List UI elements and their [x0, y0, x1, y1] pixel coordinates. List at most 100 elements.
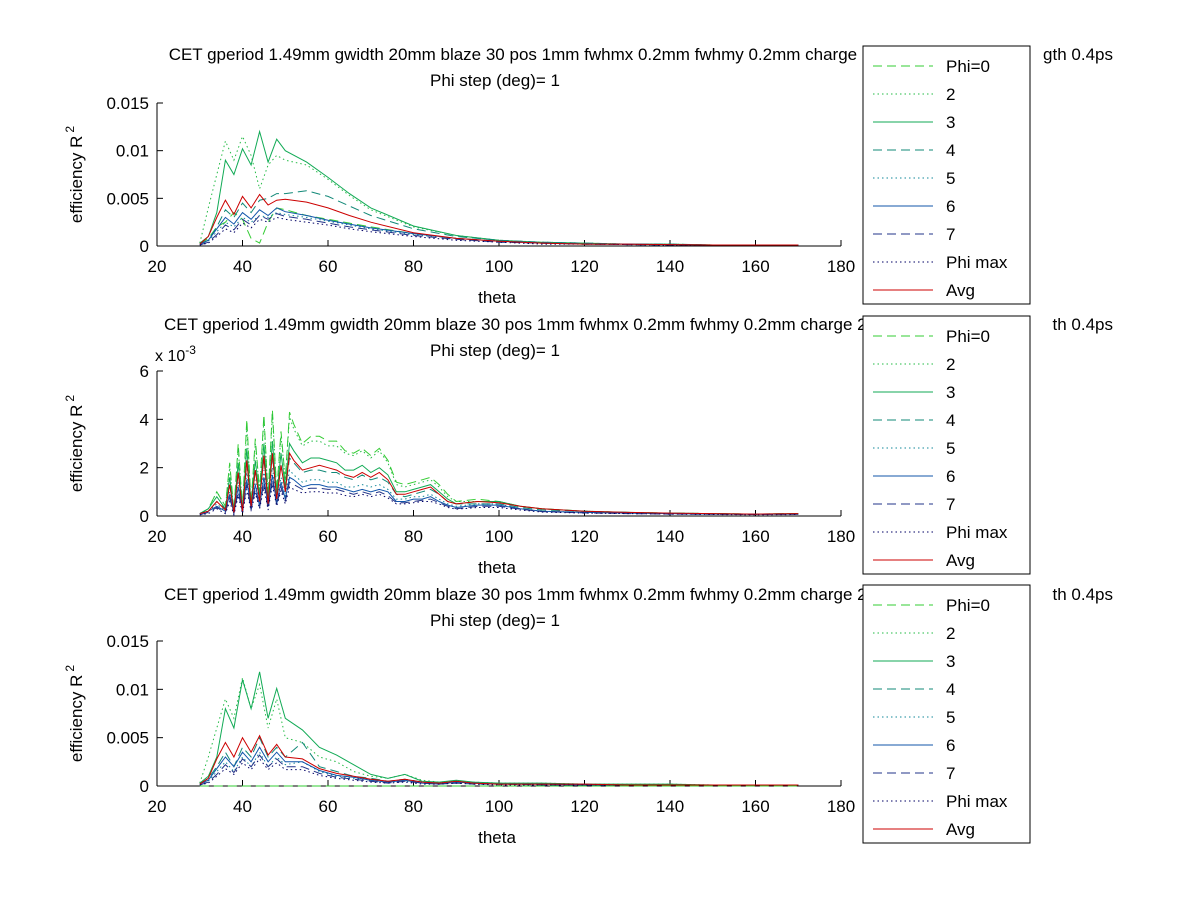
x-tick-label: 140 [656, 257, 684, 276]
series-line-9 [199, 734, 799, 786]
series-line-2 [199, 135, 799, 246]
y-tick-label: 0 [140, 777, 149, 796]
chart-title-tail: gth 0.4ps [1043, 45, 1113, 64]
y-tick-label: 4 [140, 410, 149, 429]
series-line-6 [199, 746, 799, 786]
series-line-8 [199, 758, 799, 786]
x-tick-label: 140 [656, 797, 684, 816]
legend-label: 5 [946, 708, 955, 727]
series-line-5 [199, 467, 799, 515]
x-tick-label: 160 [741, 527, 769, 546]
y-tick-label: 0 [140, 237, 149, 256]
legend-label: Phi=0 [946, 327, 990, 346]
x-tick-label: 160 [741, 257, 769, 276]
series-line-1 [199, 207, 799, 246]
series-line-2 [199, 677, 799, 786]
legend-label: 2 [946, 355, 955, 374]
x-tick-label: 100 [485, 257, 513, 276]
legend-label: 7 [946, 225, 955, 244]
x-tick-label: 120 [570, 797, 598, 816]
legend-label: 3 [946, 383, 955, 402]
series-line-3 [199, 441, 799, 515]
y-axis-label: efficiency R2 [63, 395, 86, 493]
x-axis-label: theta [478, 288, 516, 307]
legend-box [862, 45, 1031, 305]
chart-title-tail: th 0.4ps [1053, 585, 1114, 604]
x-tick-label: 40 [233, 527, 252, 546]
series-line-9 [199, 451, 799, 515]
legend: Phi=0 2 3 4 5 6 7 Phi max Avg [862, 315, 1031, 575]
series-line-1 [199, 409, 799, 515]
x-tick-label: 20 [148, 527, 167, 546]
x-tick-label: 60 [319, 257, 338, 276]
legend-label: Phi max [946, 253, 1008, 272]
plot-panel-1: CET gperiod 1.49mm gwidth 20mm blaze 30 … [63, 45, 1113, 307]
legend-label: 3 [946, 652, 955, 671]
series-line-7 [199, 479, 799, 516]
x-tick-label: 20 [148, 257, 167, 276]
legend-label: Phi=0 [946, 596, 990, 615]
x-tick-label: 20 [148, 797, 167, 816]
x-tick-label: 180 [827, 257, 855, 276]
legend-label: 5 [946, 169, 955, 188]
x-tick-label: 80 [404, 797, 423, 816]
series-line-3 [199, 129, 799, 246]
legend-label: Avg [946, 281, 975, 300]
y-tick-label: 2 [140, 459, 149, 478]
chart-title-tail: th 0.4ps [1053, 315, 1114, 334]
legend-label: Avg [946, 551, 975, 570]
legend-label: 6 [946, 467, 955, 486]
x-tick-label: 80 [404, 257, 423, 276]
x-tick-label: 140 [656, 527, 684, 546]
plot-panel-2: CET gperiod 1.49mm gwidth 20mm blaze 30 … [63, 315, 1113, 577]
y-tick-label: 0.015 [106, 94, 149, 113]
chart-subtitle: Phi step (deg)= 1 [430, 341, 560, 360]
x-tick-label: 100 [485, 797, 513, 816]
legend-label: 5 [946, 439, 955, 458]
y-tick-label: 0.005 [106, 189, 149, 208]
x-tick-label: 180 [827, 797, 855, 816]
y-tick-label: 0.01 [116, 142, 149, 161]
legend-box [862, 584, 1031, 844]
legend-label: 7 [946, 764, 955, 783]
legend-label: 6 [946, 736, 955, 755]
series-line-3 [199, 671, 799, 786]
chart-subtitle: Phi step (deg)= 1 [430, 71, 560, 90]
y-tick-label: 0.015 [106, 632, 149, 651]
legend-label: Avg [946, 820, 975, 839]
y-tick-label: 0.01 [116, 680, 149, 699]
legend: Phi=0 2 3 4 5 6 7 Phi max Avg [862, 584, 1031, 844]
y-axis-label: efficiency R2 [63, 665, 86, 763]
legend-label: Phi max [946, 792, 1008, 811]
x-tick-label: 160 [741, 797, 769, 816]
series-line-9 [199, 193, 799, 246]
x-tick-label: 40 [233, 797, 252, 816]
series-line-8 [199, 484, 799, 517]
legend-label: 4 [946, 411, 955, 430]
legend-label: 2 [946, 85, 955, 104]
series-line-6 [199, 207, 799, 246]
legend-label: Phi max [946, 523, 1008, 542]
x-tick-label: 120 [570, 527, 598, 546]
series-line-6 [199, 474, 799, 515]
plot-panel-3: CET gperiod 1.49mm gwidth 20mm blaze 30 … [63, 584, 1114, 847]
legend-label: 3 [946, 113, 955, 132]
x-axis-label: theta [478, 558, 516, 577]
y-tick-label: 0.005 [106, 729, 149, 748]
legend-label: 4 [946, 141, 955, 160]
chart-title: CET gperiod 1.49mm gwidth 20mm blaze 30 … [169, 45, 872, 64]
x-tick-label: 60 [319, 797, 338, 816]
y-exponent-label: x 10-3 [155, 343, 196, 365]
legend-label: 6 [946, 197, 955, 216]
chart-title: CET gperiod 1.49mm gwidth 20mm blaze 30 … [164, 585, 876, 604]
legend: Phi=0 2 3 4 5 6 7 Phi max Avg [862, 45, 1031, 305]
legend-label: Phi=0 [946, 57, 990, 76]
x-tick-label: 120 [570, 257, 598, 276]
x-tick-label: 180 [827, 527, 855, 546]
legend-label: 7 [946, 495, 955, 514]
legend-box [862, 315, 1031, 575]
legend-label: 4 [946, 680, 955, 699]
series-line-4 [199, 190, 799, 246]
chart-subtitle: Phi step (deg)= 1 [430, 611, 560, 630]
